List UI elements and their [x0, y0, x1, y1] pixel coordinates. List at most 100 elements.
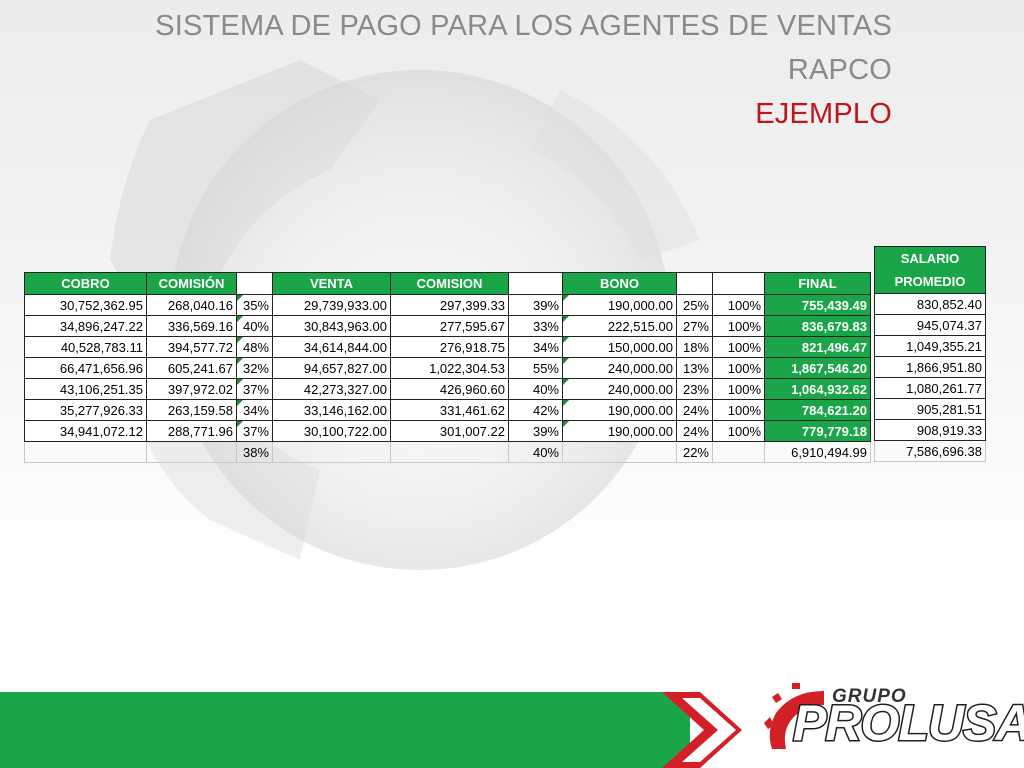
pct-bono-cell: 25%: [676, 294, 713, 316]
pct-cobro-cell: 37%: [236, 378, 273, 400]
title-line-3: EJEMPLO: [755, 98, 892, 130]
final-cell: 755,439.49: [764, 294, 871, 316]
pct-venta-cell: 40%: [508, 378, 563, 400]
header-blank: [508, 272, 563, 295]
cobro-cell: 34,941,072.12: [24, 420, 147, 442]
comision-venta-cell: 331,461.62: [390, 399, 509, 421]
header-comision-venta: COMISION: [390, 272, 509, 295]
bono-cell: 240,000.00: [562, 357, 677, 379]
venta-cell: 42,273,327.00: [272, 378, 391, 400]
bono-cell: 222,515.00: [562, 315, 677, 337]
salary-header-row: PROMEDIO: [874, 270, 986, 294]
pct-total-cell: 100%: [712, 294, 765, 316]
header-bono: BONO: [562, 272, 677, 295]
salario-cell: 945,074.37: [874, 314, 986, 336]
final-cell: 779,779.18: [764, 420, 871, 442]
comision-cobro-cell: 336,569.16: [146, 315, 237, 337]
comision-venta-cell: 301,007.22: [390, 420, 509, 442]
gear-icon: [764, 683, 824, 749]
totals-row: 38% 40% 22% 6,910,494.99: [24, 441, 871, 463]
totals-row: 7,586,696.38: [874, 440, 986, 462]
salary-table: SALARIO PROMEDIO 830,852.40 945,074.37 1,0…: [874, 246, 986, 462]
table-row: 43,106,251.35 397,972.02 37% 42,273,327.00 4…: [24, 378, 871, 400]
cobro-cell: 34,896,247.22: [24, 315, 147, 337]
table-row: 945,074.37: [874, 314, 986, 336]
footer-green-band: [0, 692, 690, 768]
comision-venta-cell: 276,918.75: [390, 336, 509, 358]
pct-total-cell: 100%: [712, 315, 765, 337]
table-row: 905,281.51: [874, 398, 986, 420]
salario-cell: 1,866,951.80: [874, 356, 986, 378]
comision-cobro-cell: 268,040.16: [146, 294, 237, 316]
logo-brand-name: PROLUSA: [791, 694, 1024, 753]
pct-bono-cell: 24%: [676, 399, 713, 421]
comision-venta-cell: 1,022,304.53: [390, 357, 509, 379]
pct-total-cell: 100%: [712, 399, 765, 421]
title-line-1: SISTEMA DE PAGO PARA LOS AGENTES DE VENT…: [155, 10, 892, 42]
pct-cobro-cell: 32%: [236, 357, 273, 379]
cobro-cell: 35,277,926.33: [24, 399, 147, 421]
cobro-cell: 30,752,362.95: [24, 294, 147, 316]
venta-cell: 34,614,844.00: [272, 336, 391, 358]
table-row: 1,049,355.21: [874, 335, 986, 357]
pct-venta-cell: 39%: [508, 294, 563, 316]
empty-cell: [562, 441, 677, 463]
venta-cell: 29,739,933.00: [272, 294, 391, 316]
cobro-cell: 43,106,251.35: [24, 378, 147, 400]
header-final: FINAL: [764, 272, 871, 295]
total-salario-cell: 7,586,696.38: [874, 440, 986, 462]
table-row: 34,941,072.12 288,771.96 37% 30,100,722.00 3…: [24, 420, 871, 442]
pct-bono-cell: 13%: [676, 357, 713, 379]
table-row: 908,919.33: [874, 419, 986, 441]
venta-cell: 94,657,827.00: [272, 357, 391, 379]
pct-venta-cell: 42%: [508, 399, 563, 421]
pct-cobro-cell: 35%: [236, 294, 273, 316]
empty-cell: [146, 441, 237, 463]
pct-total-cell: 100%: [712, 420, 765, 442]
empty-cell: [272, 441, 391, 463]
pct-total-cell: 100%: [712, 378, 765, 400]
table-row: 30,752,362.95 268,040.16 35% 29,739,933.00 2…: [24, 294, 871, 316]
comision-cobro-cell: 263,159.58: [146, 399, 237, 421]
comision-venta-cell: 297,399.33: [390, 294, 509, 316]
header-blank: [236, 272, 273, 295]
table-row: 1,080,261.77: [874, 377, 986, 399]
comision-venta-cell: 277,595.67: [390, 315, 509, 337]
title-line-2: RAPCO: [787, 54, 892, 86]
final-cell: 836,679.83: [764, 315, 871, 337]
header-blank: [676, 272, 713, 295]
table-row: 1,866,951.80: [874, 356, 986, 378]
pct-venta-cell: 39%: [508, 420, 563, 442]
pct-venta-cell: 33%: [508, 315, 563, 337]
empty-cell: [24, 441, 147, 463]
header-cobro: COBRO: [24, 272, 147, 295]
table-row: 34,896,247.22 336,569.16 40% 30,843,963.00 2…: [24, 315, 871, 337]
bono-cell: 150,000.00: [562, 336, 677, 358]
table-row: 40,528,783.11 394,577.72 48% 34,614,844.00 2…: [24, 336, 871, 358]
header-blank: [712, 272, 765, 295]
final-cell: 821,496.47: [764, 336, 871, 358]
total-pct-bono-cell: 22%: [676, 441, 713, 463]
final-cell: 1,867,546.20: [764, 357, 871, 379]
slide-title: SISTEMA DE PAGO PARA LOS AGENTES DE VENT…: [155, 4, 892, 136]
pct-bono-cell: 23%: [676, 378, 713, 400]
pct-cobro-cell: 34%: [236, 399, 273, 421]
footer-band: [0, 692, 742, 768]
total-pct-cobro-cell: 38%: [236, 441, 273, 463]
header-comision-cobro: COMISIÓN: [146, 272, 237, 295]
salario-cell: 908,919.33: [874, 419, 986, 441]
pct-bono-cell: 24%: [676, 420, 713, 442]
comision-venta-cell: 426,960.60: [390, 378, 509, 400]
table-row: 66,471,656.96 605,241.67 32% 94,657,827.00 1…: [24, 357, 871, 379]
bono-cell: 190,000.00: [562, 399, 677, 421]
bono-cell: 190,000.00: [562, 420, 677, 442]
final-cell: 784,621.20: [764, 399, 871, 421]
pct-total-cell: 100%: [712, 336, 765, 358]
salario-cell: 1,049,355.21: [874, 335, 986, 357]
venta-cell: 33,146,162.00: [272, 399, 391, 421]
total-pct-venta-cell: 40%: [508, 441, 563, 463]
salario-cell: 905,281.51: [874, 398, 986, 420]
table-row: 830,852.40: [874, 293, 986, 315]
pct-bono-cell: 27%: [676, 315, 713, 337]
final-cell: 1,064,932.62: [764, 378, 871, 400]
